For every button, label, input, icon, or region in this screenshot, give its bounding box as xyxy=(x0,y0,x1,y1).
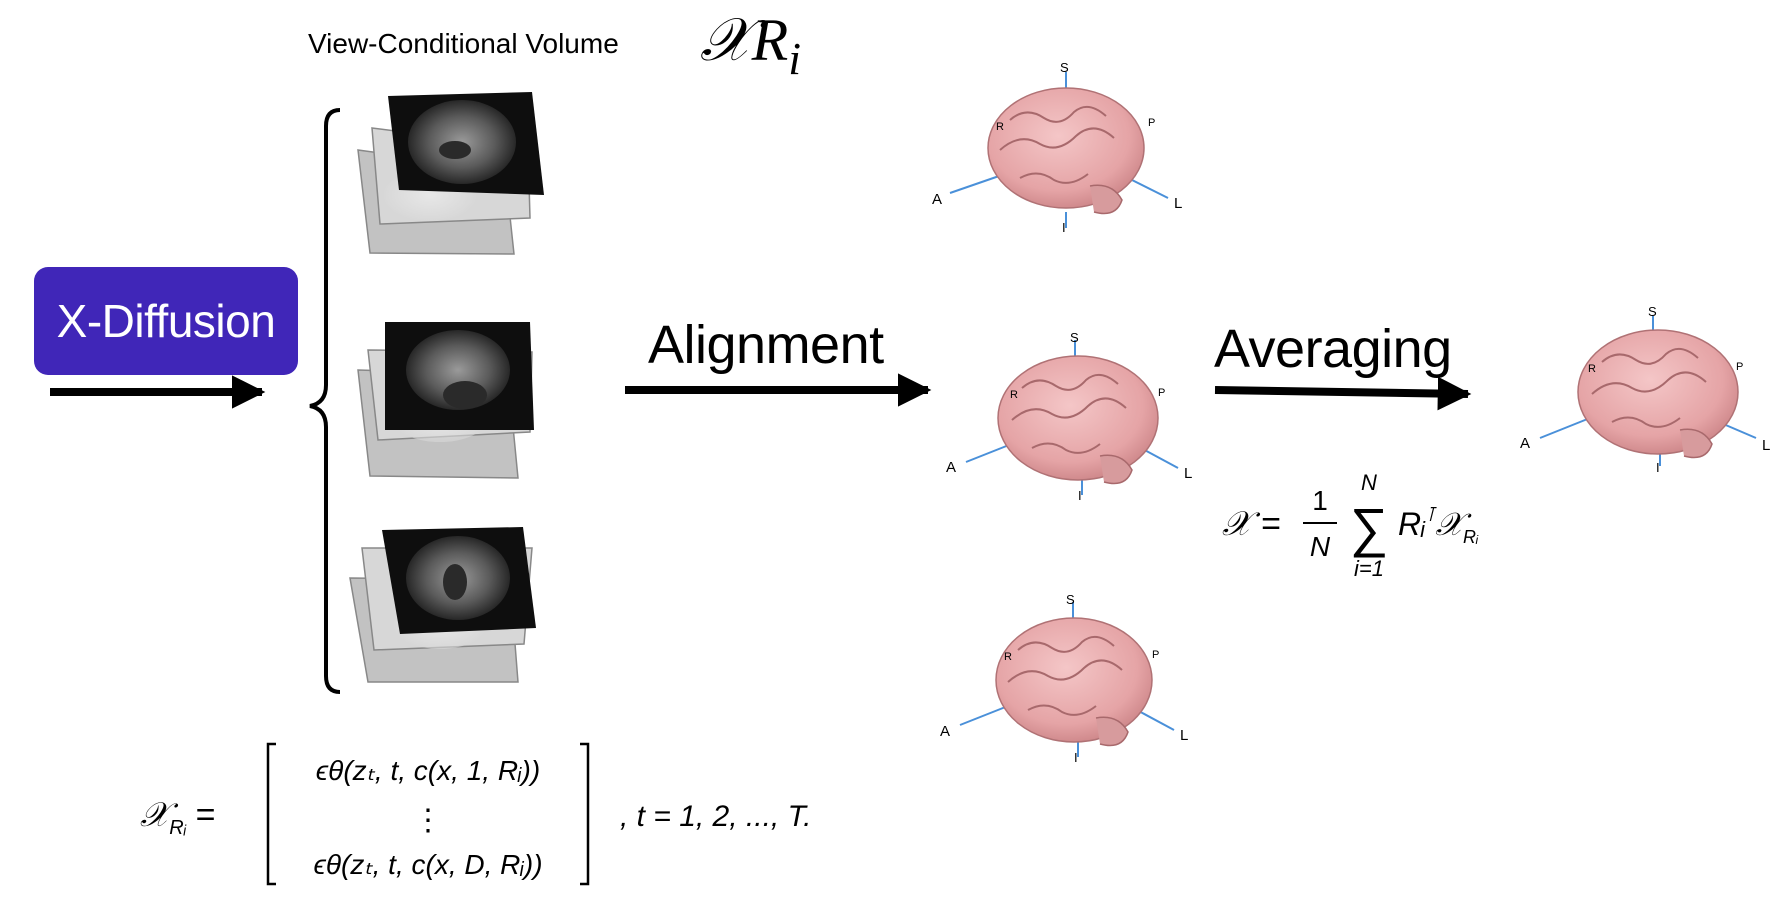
brain-axis-anterior: A xyxy=(940,723,950,740)
volume-title-label: View-Conditional Volume xyxy=(308,28,619,59)
brain-axis-right: R xyxy=(996,121,1004,133)
matrix-bracket-left xyxy=(266,742,276,886)
brain-render-averaged: S I A P R L xyxy=(1520,304,1770,475)
volume-eq-ellipsis: ⋮ xyxy=(413,804,443,837)
matrix-bracket-right xyxy=(580,742,590,886)
average-eq-sum-bottom: i=1 xyxy=(1354,556,1384,581)
brain-render-2: S I A P R L xyxy=(946,330,1192,503)
brain-render-1: S I A P R L xyxy=(932,60,1182,235)
brain-axis-posterior: P xyxy=(1158,387,1165,399)
brain-axis-posterior: P xyxy=(1736,361,1743,373)
slice-stack-axial xyxy=(349,527,536,683)
brain-axis-anterior: A xyxy=(1520,435,1530,452)
brain-axis-right: R xyxy=(1588,363,1596,375)
brain-axis-posterior: P xyxy=(1152,649,1159,661)
slice-stack-sagittal xyxy=(357,92,544,255)
brain-axis-anterior: A xyxy=(932,191,942,208)
brain-axis-anterior: A xyxy=(946,459,956,476)
brain-axis-left: L xyxy=(1174,195,1182,212)
average-eq-sigma: ∑ xyxy=(1350,498,1389,558)
brain-axis-left: L xyxy=(1184,465,1192,482)
average-eq-frac-num: 1 xyxy=(1312,485,1328,516)
average-eq-lhs: 𝒳 = xyxy=(1222,505,1281,543)
brain-axis-inferior: I xyxy=(1062,220,1066,235)
average-eq-term: Rᵢ⊺𝒳Rᵢ xyxy=(1398,504,1479,547)
brain-axis-superior: S xyxy=(1648,304,1657,319)
volume-eq-lhs: 𝒳Rᵢ = xyxy=(140,796,216,839)
x-diffusion-box: X-Diffusion xyxy=(34,267,298,375)
averaging-label: Averaging xyxy=(1214,319,1452,379)
brain-axis-left: L xyxy=(1762,437,1770,454)
brain-axis-superior: S xyxy=(1066,592,1075,607)
brain-axis-inferior: I xyxy=(1078,488,1082,503)
brain-axis-superior: S xyxy=(1070,330,1079,345)
brain-axis-inferior: I xyxy=(1656,460,1660,475)
average-eq-sum-top: N xyxy=(1361,470,1377,495)
brain-axis-superior: S xyxy=(1060,60,1069,75)
brain-axis-right: R xyxy=(1004,651,1012,663)
slice-stack-coronal xyxy=(357,322,534,479)
brain-axis-left: L xyxy=(1180,727,1188,744)
volume-eq-row-first: ϵθ(zₜ, t, c(x, 1, Rᵢ)) xyxy=(316,755,540,786)
average-eq-frac-den: N xyxy=(1310,531,1331,562)
brain-axis-inferior: I xyxy=(1074,750,1078,765)
averaging-arrow xyxy=(1214,376,1472,411)
brain-render-3: S I A P R L xyxy=(940,592,1188,765)
brain-axis-posterior: P xyxy=(1148,117,1155,129)
volume-eq-row-last: ϵθ(zₜ, t, c(x, D, Rᵢ)) xyxy=(313,849,542,880)
volume-eq-range: , t = 1, 2, ..., T. xyxy=(620,800,811,833)
brain-axis-right: R xyxy=(1010,389,1018,401)
volume-title-symbol: 𝒳Ri xyxy=(700,7,802,84)
curly-brace xyxy=(309,108,341,694)
alignment-label: Alignment xyxy=(648,315,884,375)
